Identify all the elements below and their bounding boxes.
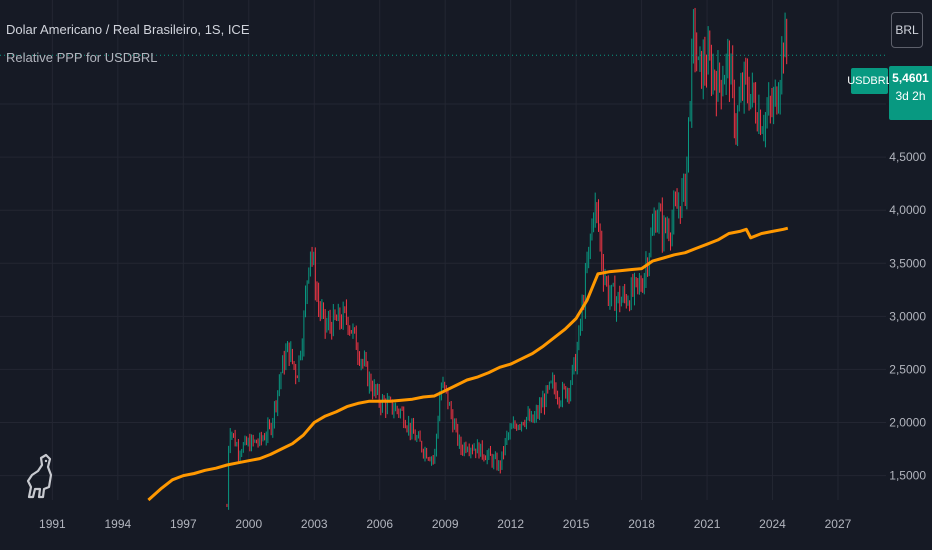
x-tick-2012: 2012	[497, 517, 524, 531]
x-tick-2024: 2024	[759, 517, 786, 531]
y-tick-0: 1,5000	[889, 469, 926, 483]
x-tick-1997: 1997	[170, 517, 197, 531]
tradingview-dino-icon	[26, 453, 53, 499]
x-tick-2015: 2015	[563, 517, 590, 531]
y-tick-5: 4,0000	[889, 203, 926, 217]
x-tick-2027: 2027	[825, 517, 852, 531]
x-tick-2009: 2009	[432, 517, 459, 531]
y-tick-2: 2,5000	[889, 362, 926, 376]
last-price-badge: 5,4601 3d 2h	[889, 66, 932, 120]
x-tick-2006: 2006	[366, 517, 393, 531]
y-tick-4: 3,5000	[889, 256, 926, 270]
y-tick-3: 3,0000	[889, 309, 926, 323]
price-axis: 1,5000 2,0000 2,5000 3,0000 3,5000 4,0000 4,50…	[889, 97, 926, 483]
ppp-series-line	[147, 226, 789, 502]
ppp-line	[147, 226, 789, 502]
x-tick-2021: 2021	[694, 517, 721, 531]
usdbrl-candles	[226, 7, 788, 510]
time-axis: 1991 1994 1997 2000 2003 2006 2009 2012 2015 2018…	[39, 517, 852, 531]
bar-countdown: 3d 2h	[895, 89, 926, 103]
x-tick-2018: 2018	[628, 517, 655, 531]
indicator-legend[interactable]: Relative PPP for USDBRL	[6, 50, 158, 65]
y-tick-6: 4,5000	[889, 150, 926, 164]
last-price-value: 5,4601	[892, 71, 929, 85]
x-tick-2003: 2003	[301, 517, 328, 531]
symbol-price-label: USDBRL	[847, 68, 892, 94]
chart-grid	[0, 0, 886, 500]
x-tick-1994: 1994	[104, 517, 131, 531]
x-tick-2000: 2000	[235, 517, 262, 531]
chart-title: Dolar Americano / Real Brasileiro, 1S, I…	[6, 22, 250, 37]
currency-button[interactable]: BRL	[891, 12, 923, 48]
x-tick-1991: 1991	[39, 517, 66, 531]
y-tick-1: 2,0000	[889, 416, 926, 430]
